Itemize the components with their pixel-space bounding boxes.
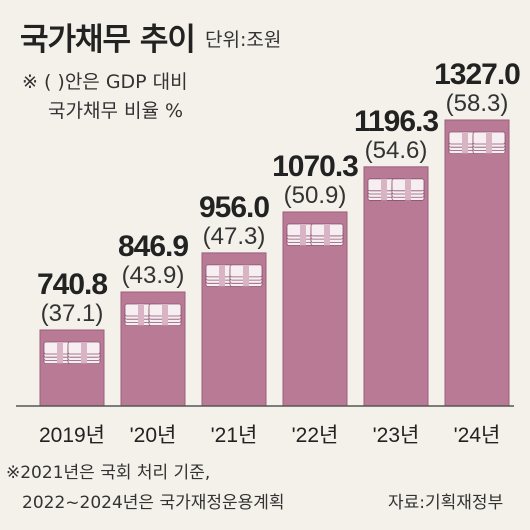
money-stack-icon	[391, 178, 425, 201]
bar-value-label: 846.9	[118, 230, 188, 263]
money-stack-icon	[229, 264, 263, 287]
x-tick-label: '20년	[130, 424, 177, 447]
gdp-ratio-label: (37.1)	[41, 300, 104, 327]
footnote-line1: ※2021년은 국회 처리 기준,	[6, 463, 211, 483]
bar-value-label: 956.0	[199, 191, 269, 224]
gdp-ratio-label: (58.3)	[446, 90, 509, 117]
x-tick-label: '22년	[292, 424, 339, 447]
bar	[363, 166, 429, 407]
gdp-ratio-label: (54.6)	[365, 137, 428, 164]
bar-value-label: 1070.3	[272, 150, 358, 183]
chart-title: 국가채무 추이	[20, 22, 196, 58]
bar-value-label: 1327.0	[434, 58, 520, 91]
ratio-note-line1: ※ ( )안은 GDP 대비	[22, 71, 188, 93]
bar-value-label: 1196.3	[354, 105, 438, 138]
gdp-ratio-label: (50.9)	[284, 182, 347, 209]
bar-value-label: 740.8	[37, 268, 107, 301]
footnote-line2: 2022~2024년은 국가재정운용계획	[22, 493, 285, 513]
source-label: 자료:기획재정부	[388, 493, 504, 513]
x-tick-label: '23년	[373, 424, 420, 447]
unit-label: 단위:조원	[205, 29, 282, 51]
x-tick-label: '21년	[211, 424, 258, 447]
bar	[444, 119, 510, 407]
money-stack-icon	[472, 131, 506, 155]
x-tick-label: '24년	[454, 424, 501, 447]
ratio-note-line2: 국가채무 비율 %	[48, 100, 184, 122]
bar	[39, 329, 105, 407]
gdp-ratio-label: (47.3)	[203, 223, 266, 250]
gdp-ratio-label: (43.9)	[122, 262, 185, 289]
money-stack-icon	[148, 303, 182, 326]
money-stack-icon	[67, 341, 101, 365]
x-tick-label: 2019년	[39, 424, 105, 447]
money-stack-icon	[310, 223, 344, 246]
